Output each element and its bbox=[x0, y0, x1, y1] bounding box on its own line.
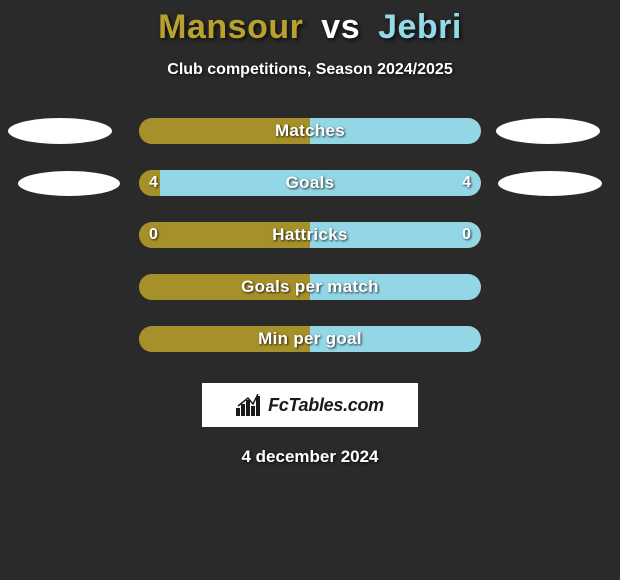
bar-segment-p1 bbox=[139, 274, 310, 300]
subtitle: Club competitions, Season 2024/2025 bbox=[0, 61, 620, 79]
player1-name: Mansour bbox=[158, 8, 303, 46]
stat-row-min_per_goal: Min per goal bbox=[0, 325, 620, 353]
bar-segment-p1 bbox=[139, 222, 310, 248]
stat-bar: 00Hattricks bbox=[139, 222, 481, 248]
vs-separator: vs bbox=[321, 8, 360, 46]
bar-segment-p1 bbox=[139, 118, 310, 144]
side-ellipse-left bbox=[18, 171, 120, 196]
stat-value-p2: 0 bbox=[462, 222, 471, 248]
page-title: Mansour vs Jebri bbox=[0, 8, 620, 47]
stat-row-goals: 44Goals bbox=[0, 169, 620, 197]
brand-text: FcTables.com bbox=[268, 395, 384, 416]
bar-segment-p2 bbox=[310, 326, 481, 352]
stat-bar: Min per goal bbox=[139, 326, 481, 352]
stat-row-hattricks: 00Hattricks bbox=[0, 221, 620, 249]
stat-row-goals_per_match: Goals per match bbox=[0, 273, 620, 301]
side-ellipse-right bbox=[498, 171, 602, 196]
stat-value-p1: 4 bbox=[149, 170, 158, 196]
bar-segment-p2 bbox=[310, 222, 481, 248]
fctables-icon bbox=[236, 394, 262, 416]
stat-row-matches: Matches bbox=[0, 117, 620, 145]
stat-value-p2: 4 bbox=[462, 170, 471, 196]
bar-segment-p2 bbox=[310, 274, 481, 300]
brand-badge: FcTables.com bbox=[202, 383, 418, 427]
stat-value-p1: 0 bbox=[149, 222, 158, 248]
stat-rows: Matches44Goals00HattricksGoals per match… bbox=[0, 117, 620, 353]
stat-bar: Matches bbox=[139, 118, 481, 144]
side-ellipse-right bbox=[496, 118, 600, 144]
bar-segment-p1 bbox=[139, 326, 310, 352]
side-ellipse-left bbox=[8, 118, 112, 144]
date-text: 4 december 2024 bbox=[0, 447, 620, 467]
stat-bar: Goals per match bbox=[139, 274, 481, 300]
stat-bar: 44Goals bbox=[139, 170, 481, 196]
comparison-container: Mansour vs Jebri Club competitions, Seas… bbox=[0, 0, 620, 467]
bar-segment-p2 bbox=[160, 170, 481, 196]
player2-name: Jebri bbox=[378, 8, 462, 46]
bar-segment-p2 bbox=[310, 118, 481, 144]
